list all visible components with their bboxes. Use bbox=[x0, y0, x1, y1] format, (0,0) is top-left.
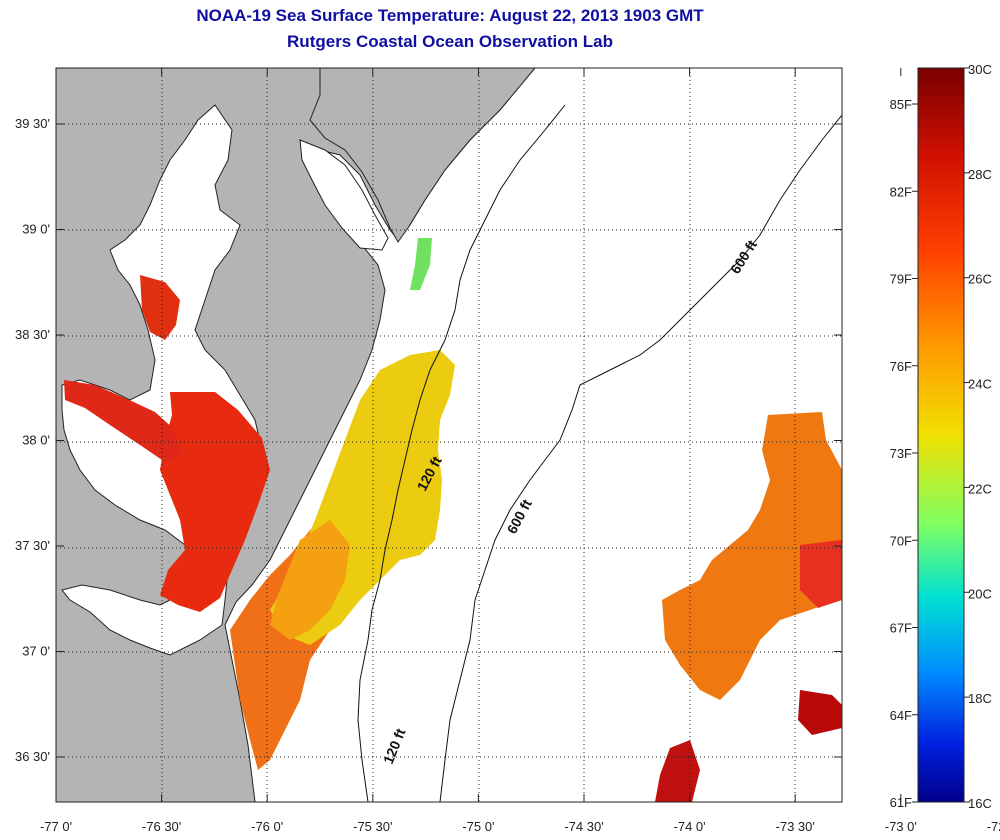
lon-tick-label: -73 0' bbox=[885, 819, 917, 834]
colorbar-c-label: 28C bbox=[968, 167, 992, 182]
colorbar-f-label: 70F bbox=[890, 533, 912, 548]
lon-tick-label: -77 0' bbox=[40, 819, 72, 834]
colorbar-f-label: 73F bbox=[890, 446, 912, 461]
colorbar-f-label: 61F bbox=[890, 795, 912, 810]
sst-gulfstream-red bbox=[800, 540, 842, 608]
graticule bbox=[56, 68, 842, 802]
sst-warm-bay bbox=[160, 392, 270, 612]
lon-tick-label: -76 30' bbox=[142, 819, 181, 834]
sst-warm-upper-bay bbox=[140, 275, 180, 340]
lat-tick-label: 36 30' bbox=[15, 749, 50, 764]
colorbar-f-label: 82F bbox=[890, 184, 912, 199]
colorbar-f-label: 76F bbox=[890, 359, 912, 374]
lat-tick-label: 39 30' bbox=[15, 116, 50, 131]
contour-600ft-north bbox=[439, 114, 842, 802]
lat-tick-label: 37 30' bbox=[15, 538, 50, 553]
contour-label-120-south: 120 ft bbox=[380, 726, 409, 766]
lon-tick-label: -75 0' bbox=[462, 819, 494, 834]
sst-gulfstream-dark bbox=[798, 690, 842, 735]
lon-tick-label: -75 30' bbox=[353, 819, 392, 834]
map-frame bbox=[55, 67, 843, 803]
sst-shelf-orange bbox=[270, 520, 350, 640]
colorbar-c-label: 22C bbox=[968, 481, 992, 496]
colorbar-c-label: 24C bbox=[968, 377, 992, 392]
colorbar-c-label: 26C bbox=[968, 272, 992, 287]
lat-tick-label: 37 0' bbox=[22, 644, 50, 659]
lat-tick-label: 38 0' bbox=[22, 433, 50, 448]
colorbar bbox=[917, 67, 965, 803]
contour-120ft bbox=[357, 104, 566, 802]
lon-tick-label: -74 30' bbox=[564, 819, 603, 834]
sst-south-dark bbox=[655, 740, 700, 802]
colorbar-f-label: 79F bbox=[890, 272, 912, 287]
sst-warm-potomac bbox=[64, 380, 180, 462]
colorbar-c-label: 30C bbox=[968, 62, 992, 77]
lon-tick-label: -73 30' bbox=[776, 819, 815, 834]
colorbar-c-label: 20C bbox=[968, 586, 992, 601]
colorbar-celsius-labels: 30C 28C 26C 24C 22C 20C 18C 16C bbox=[964, 62, 992, 811]
lon-tick-label: -74 0' bbox=[674, 819, 706, 834]
lon-tick-label: -76 0' bbox=[251, 819, 283, 834]
lat-tick-label: 39 0' bbox=[22, 222, 50, 237]
sst-green-patch bbox=[410, 238, 432, 290]
map-title: NOAA-19 Sea Surface Temperature: August … bbox=[196, 6, 704, 25]
delaware-bay bbox=[299, 139, 389, 251]
sst-gulfstream-orange bbox=[662, 412, 842, 700]
colorbar-c-label: 18C bbox=[968, 691, 992, 706]
lon-tick-label: -72 30' bbox=[987, 819, 1000, 834]
contour-label-600-north: 600 ft bbox=[727, 237, 760, 277]
contour-label-600-south: 600 ft bbox=[504, 496, 535, 536]
lat-tick-label: 38 30' bbox=[15, 327, 50, 342]
longitude-axis: -77 0' -76 30' -76 0' -75 30' -75 0' -74 30' -… bbox=[40, 68, 1000, 834]
colorbar-fahrenheit-labels: 85F 82F 79F 76F 73F 70F 67F 64F 61F bbox=[890, 97, 918, 810]
land-new-jersey bbox=[309, 68, 536, 243]
colorbar-f-label: 85F bbox=[890, 97, 912, 112]
map-subtitle: Rutgers Coastal Ocean Observation Lab bbox=[287, 32, 613, 51]
colorbar-c-label: 16C bbox=[968, 796, 992, 811]
latitude-axis: 39 30' 39 0' 38 30' 38 0' 37 30' 37 0' 36 30' bbox=[15, 116, 842, 764]
colorbar-f-label: 64F bbox=[890, 708, 912, 723]
colorbar-f-label: 67F bbox=[890, 621, 912, 636]
